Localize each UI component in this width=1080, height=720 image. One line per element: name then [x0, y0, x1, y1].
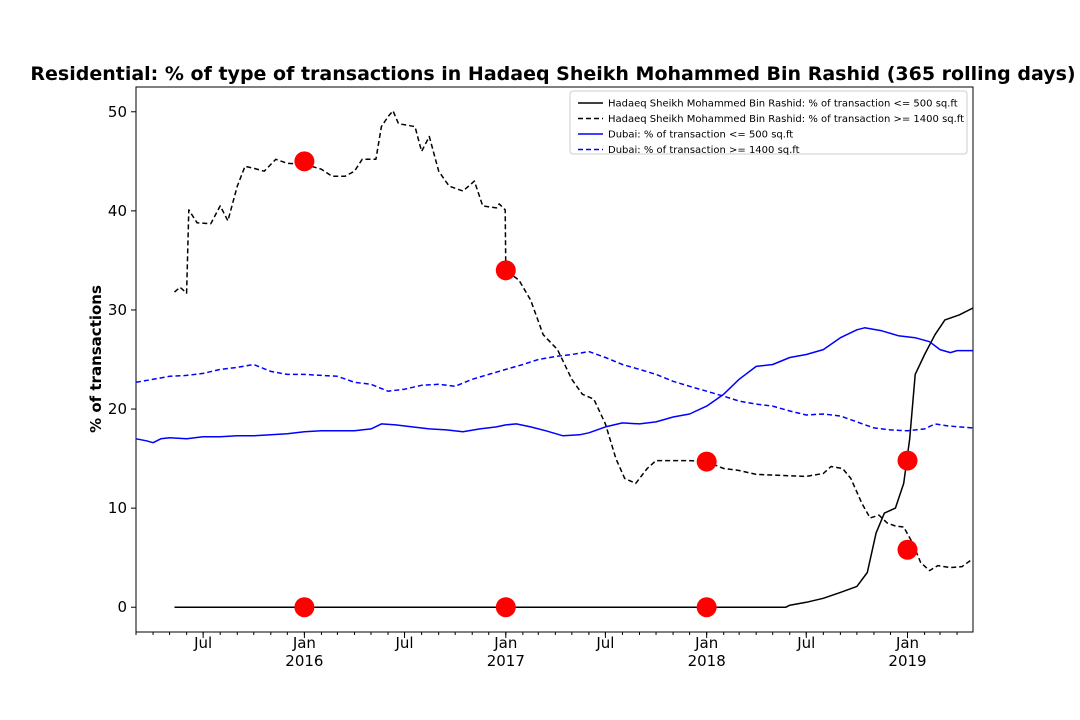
marker-layer: [294, 151, 918, 618]
legend-label: Dubai: % of transaction <= 500 sq.ft: [608, 130, 793, 141]
x-tick-label: Jul: [394, 634, 413, 652]
series-line-3: [135, 327, 973, 444]
y-tick-label: 30: [108, 301, 127, 319]
series-layer: [135, 110, 974, 608]
y-tick-label: 20: [108, 400, 127, 418]
y-tick-label: 50: [108, 103, 127, 121]
series-line-4: [135, 350, 974, 432]
highlight-marker: [495, 597, 516, 618]
y-tick-label: 10: [108, 499, 127, 517]
highlight-marker: [897, 450, 918, 471]
highlight-marker: [897, 539, 918, 560]
x-tick-year-label: 2017: [487, 652, 525, 670]
highlight-marker: [696, 597, 717, 618]
x-tick-label: Jan: [493, 634, 517, 652]
series-line-2: [174, 110, 974, 572]
series-line-1: [174, 307, 974, 608]
y-axis-label: % of transactions: [87, 285, 105, 433]
legend-label: Hadaeq Sheikh Mohammed Bin Rashid: % of …: [608, 99, 958, 110]
x-tick-label: Jan: [694, 634, 718, 652]
x-tick-label: Jul: [595, 634, 614, 652]
highlight-marker: [294, 151, 315, 172]
x-tick-year-label: 2019: [888, 652, 926, 670]
legend: Hadaeq Sheikh Mohammed Bin Rashid: % of …: [569, 90, 968, 156]
x-tick-label: Jan: [292, 634, 316, 652]
y-tick-label: 40: [108, 202, 127, 220]
x-tick-label: Jan: [895, 634, 919, 652]
x-tick-year-label: 2018: [688, 652, 726, 670]
y-axis: 0 10 20 30 40 50: [108, 103, 136, 616]
x-tick-label: Jul: [193, 634, 212, 652]
legend-box: [569, 90, 968, 155]
legend-label: Hadaeq Sheikh Mohammed Bin Rashid: % of …: [608, 114, 964, 125]
x-tick-label: Jul: [796, 634, 815, 652]
highlight-marker: [495, 260, 516, 281]
x-tick-year-label: 2016: [285, 652, 323, 670]
chart-title: Residential: % of type of transactions i…: [30, 63, 1075, 85]
highlight-marker: [294, 597, 315, 618]
plot-frame: [135, 86, 974, 633]
highlight-marker: [696, 451, 717, 472]
legend-label: Dubai: % of transaction >= 1400 sq.ft: [608, 145, 800, 156]
y-tick-label: 0: [117, 598, 127, 616]
